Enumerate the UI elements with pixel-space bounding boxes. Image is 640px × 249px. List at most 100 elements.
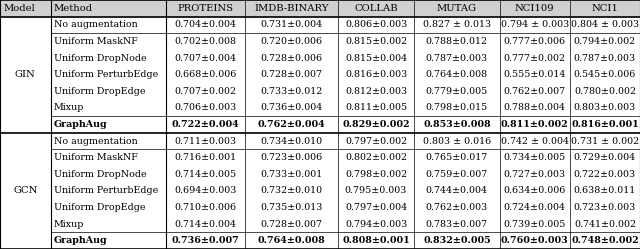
Text: 0.853±0.008: 0.853±0.008 (423, 120, 491, 129)
Text: IMDB-BINARY: IMDB-BINARY (255, 4, 329, 13)
Text: 0.816±0.001: 0.816±0.001 (571, 120, 639, 129)
Text: 0.760±0.003: 0.760±0.003 (501, 236, 569, 245)
Text: 0.794 ± 0.003: 0.794 ± 0.003 (500, 20, 569, 29)
Text: 0.808±0.001: 0.808±0.001 (342, 236, 410, 245)
Text: 0.794±0.003: 0.794±0.003 (345, 220, 407, 229)
Text: 0.797±0.004: 0.797±0.004 (345, 203, 407, 212)
Text: 0.722±0.003: 0.722±0.003 (574, 170, 636, 179)
Text: 0.729±0.004: 0.729±0.004 (574, 153, 636, 162)
Text: 0.815±0.004: 0.815±0.004 (345, 54, 407, 62)
Text: 0.728±0.007: 0.728±0.007 (260, 70, 323, 79)
Text: 0.765±0.017: 0.765±0.017 (426, 153, 488, 162)
Text: 0.555±0.014: 0.555±0.014 (504, 70, 566, 79)
Text: 0.764±0.008: 0.764±0.008 (426, 70, 488, 79)
Text: 0.832±0.005: 0.832±0.005 (423, 236, 491, 245)
Text: 0.783±0.007: 0.783±0.007 (426, 220, 488, 229)
Text: 0.694±0.003: 0.694±0.003 (174, 187, 237, 195)
Text: 0.803 ± 0.016: 0.803 ± 0.016 (423, 137, 491, 146)
Text: 0.797±0.002: 0.797±0.002 (345, 137, 407, 146)
Text: No augmentation: No augmentation (54, 137, 138, 146)
Text: 0.739±0.005: 0.739±0.005 (504, 220, 566, 229)
Text: Uniform MaskNF: Uniform MaskNF (54, 153, 138, 162)
Text: NCI1: NCI1 (591, 4, 618, 13)
Text: 0.728±0.006: 0.728±0.006 (260, 54, 323, 62)
Text: 0.804 ± 0.003: 0.804 ± 0.003 (571, 20, 639, 29)
Text: 0.734±0.005: 0.734±0.005 (504, 153, 566, 162)
Text: 0.741±0.002: 0.741±0.002 (574, 220, 636, 229)
Text: 0.762±0.004: 0.762±0.004 (258, 120, 326, 129)
Text: Uniform PerturbEdge: Uniform PerturbEdge (54, 187, 158, 195)
Text: 0.803±0.003: 0.803±0.003 (574, 103, 636, 112)
Text: 0.787±0.003: 0.787±0.003 (574, 54, 636, 62)
Text: 0.788±0.004: 0.788±0.004 (504, 103, 566, 112)
Text: 0.811±0.002: 0.811±0.002 (501, 120, 569, 129)
Text: 0.735±0.013: 0.735±0.013 (260, 203, 323, 212)
Text: 0.722±0.004: 0.722±0.004 (172, 120, 239, 129)
Text: 0.723±0.006: 0.723±0.006 (260, 153, 323, 162)
Text: 0.733±0.012: 0.733±0.012 (260, 87, 323, 96)
Text: 0.762±0.003: 0.762±0.003 (426, 203, 488, 212)
Text: Uniform DropEdge: Uniform DropEdge (54, 87, 145, 96)
Text: 0.798±0.002: 0.798±0.002 (345, 170, 407, 179)
Text: Uniform PerturbEdge: Uniform PerturbEdge (54, 70, 158, 79)
Text: 0.736±0.004: 0.736±0.004 (260, 103, 323, 112)
Text: 0.707±0.004: 0.707±0.004 (175, 54, 237, 62)
Text: 0.731±0.004: 0.731±0.004 (260, 20, 323, 29)
Text: 0.714±0.005: 0.714±0.005 (175, 170, 237, 179)
Text: GraphAug: GraphAug (54, 120, 108, 129)
Text: 0.762±0.007: 0.762±0.007 (504, 87, 566, 96)
Text: 0.788±0.012: 0.788±0.012 (426, 37, 488, 46)
Text: No augmentation: No augmentation (54, 20, 138, 29)
Text: 0.723±0.003: 0.723±0.003 (574, 203, 636, 212)
Text: Uniform DropNode: Uniform DropNode (54, 54, 147, 62)
Text: 0.704±0.004: 0.704±0.004 (175, 20, 237, 29)
Text: GCN: GCN (13, 187, 38, 195)
Text: Mixup: Mixup (54, 103, 84, 112)
Text: 0.744±0.004: 0.744±0.004 (426, 187, 488, 195)
Text: 0.759±0.007: 0.759±0.007 (426, 170, 488, 179)
Text: 0.736±0.007: 0.736±0.007 (172, 236, 239, 245)
Text: 0.710±0.006: 0.710±0.006 (175, 203, 237, 212)
Text: NCI109: NCI109 (515, 4, 555, 13)
Text: 0.827 ± 0.013: 0.827 ± 0.013 (423, 20, 491, 29)
Text: 0.545±0.006: 0.545±0.006 (573, 70, 636, 79)
Text: 0.733±0.001: 0.733±0.001 (260, 170, 323, 179)
Text: 0.795±0.003: 0.795±0.003 (345, 187, 407, 195)
Text: 0.812±0.003: 0.812±0.003 (345, 87, 407, 96)
Text: 0.779±0.005: 0.779±0.005 (426, 87, 488, 96)
Text: 0.727±0.003: 0.727±0.003 (504, 170, 566, 179)
Text: MUTAG: MUTAG (437, 4, 477, 13)
Text: 0.720±0.006: 0.720±0.006 (260, 37, 323, 46)
Text: 0.668±0.006: 0.668±0.006 (174, 70, 237, 79)
Text: 0.724±0.004: 0.724±0.004 (504, 203, 566, 212)
Text: 0.742 ± 0.004: 0.742 ± 0.004 (500, 137, 569, 146)
Text: 0.638±0.011: 0.638±0.011 (574, 187, 636, 195)
Text: 0.780±0.002: 0.780±0.002 (574, 87, 636, 96)
Text: 0.764±0.008: 0.764±0.008 (258, 236, 326, 245)
Text: 0.728±0.007: 0.728±0.007 (260, 220, 323, 229)
Text: Method: Method (54, 4, 93, 13)
Text: 0.798±0.015: 0.798±0.015 (426, 103, 488, 112)
Text: 0.816±0.003: 0.816±0.003 (345, 70, 407, 79)
Text: 0.634±0.006: 0.634±0.006 (504, 187, 566, 195)
Text: GraphAug: GraphAug (54, 236, 108, 245)
Text: 0.787±0.003: 0.787±0.003 (426, 54, 488, 62)
Text: Mixup: Mixup (54, 220, 84, 229)
Text: Uniform MaskNF: Uniform MaskNF (54, 37, 138, 46)
Text: 0.706±0.003: 0.706±0.003 (175, 103, 237, 112)
Text: 0.714±0.004: 0.714±0.004 (175, 220, 237, 229)
Text: 0.806±0.003: 0.806±0.003 (345, 20, 407, 29)
Text: 0.829±0.002: 0.829±0.002 (342, 120, 410, 129)
Text: 0.707±0.002: 0.707±0.002 (175, 87, 237, 96)
Text: GIN: GIN (15, 70, 36, 79)
Text: Uniform DropNode: Uniform DropNode (54, 170, 147, 179)
Text: 0.731 ± 0.002: 0.731 ± 0.002 (571, 137, 639, 146)
Text: 0.777±0.002: 0.777±0.002 (504, 54, 566, 62)
Text: 0.732±0.010: 0.732±0.010 (260, 187, 323, 195)
Text: Uniform DropEdge: Uniform DropEdge (54, 203, 145, 212)
Text: 0.802±0.002: 0.802±0.002 (345, 153, 407, 162)
Text: 0.815±0.002: 0.815±0.002 (345, 37, 407, 46)
Text: PROTEINS: PROTEINS (177, 4, 234, 13)
Text: 0.734±0.010: 0.734±0.010 (260, 137, 323, 146)
Text: Model: Model (3, 4, 35, 13)
